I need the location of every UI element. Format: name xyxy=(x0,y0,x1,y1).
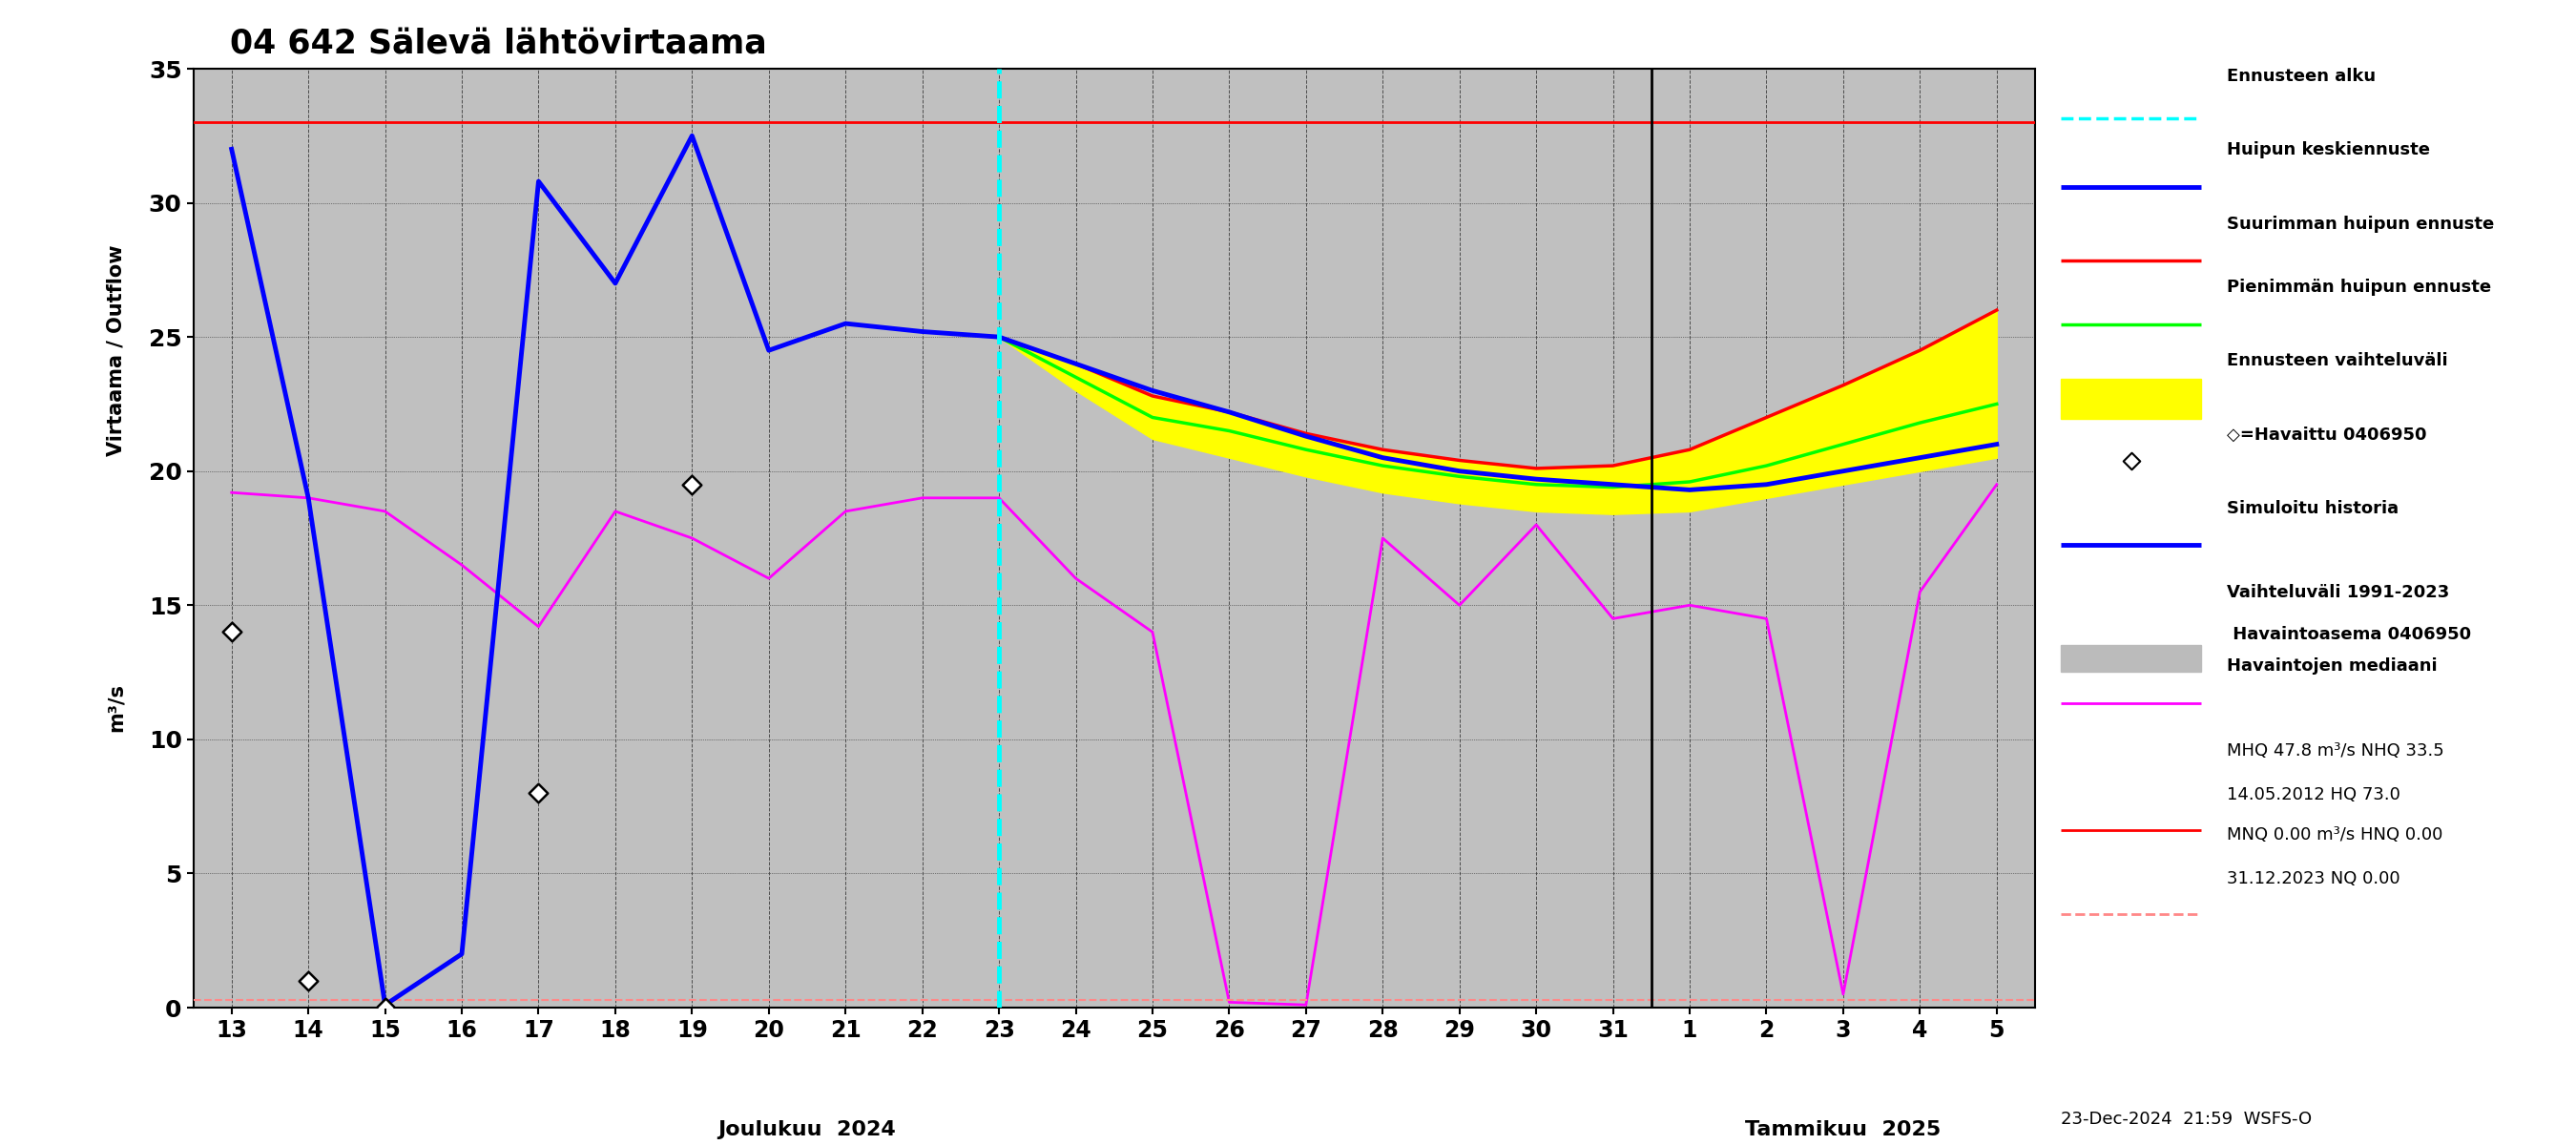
Point xyxy=(363,998,404,1017)
Text: Ennusteen alku: Ennusteen alku xyxy=(2226,68,2375,85)
Text: 14.05.2012 HQ 73.0: 14.05.2012 HQ 73.0 xyxy=(2226,787,2401,804)
Text: 31.12.2023 NQ 0.00: 31.12.2023 NQ 0.00 xyxy=(2226,870,2401,887)
Text: 23-Dec-2024  21:59  WSFS-O: 23-Dec-2024 21:59 WSFS-O xyxy=(2061,1111,2311,1128)
Text: 04 642 Sälevä lähtövirtaama: 04 642 Sälevä lähtövirtaama xyxy=(229,27,768,60)
Text: m³/s: m³/s xyxy=(106,682,126,732)
Text: Havaintojen mediaani: Havaintojen mediaani xyxy=(2226,657,2437,674)
Text: Havaintoasema 0406950: Havaintoasema 0406950 xyxy=(2226,626,2470,643)
Text: Suurimman huipun ennuste: Suurimman huipun ennuste xyxy=(2226,215,2494,232)
Text: Pienimmän huipun ennuste: Pienimmän huipun ennuste xyxy=(2226,278,2491,295)
Point xyxy=(518,784,559,803)
Text: Joulukuu  2024: Joulukuu 2024 xyxy=(719,1120,896,1139)
Text: Ennusteen vaihteluväli: Ennusteen vaihteluväli xyxy=(2226,353,2447,370)
Point xyxy=(289,972,330,990)
Text: Tammikuu  2025: Tammikuu 2025 xyxy=(1747,1120,1942,1139)
Text: Simuloitu historia: Simuloitu historia xyxy=(2226,499,2398,516)
Point xyxy=(211,623,252,641)
Text: ◇=Havaittu 0406950: ◇=Havaittu 0406950 xyxy=(2226,426,2427,443)
FancyBboxPatch shape xyxy=(2061,379,2202,419)
Text: Virtaama / Outflow: Virtaama / Outflow xyxy=(106,245,126,456)
Text: Vaihteluväli 1991-2023: Vaihteluväli 1991-2023 xyxy=(2226,584,2450,601)
FancyBboxPatch shape xyxy=(2061,646,2202,672)
Text: MHQ 47.8 m³/s NHQ 33.5: MHQ 47.8 m³/s NHQ 33.5 xyxy=(2226,742,2445,759)
Point xyxy=(672,475,714,493)
Text: MNQ 0.00 m³/s HNQ 0.00: MNQ 0.00 m³/s HNQ 0.00 xyxy=(2226,827,2442,844)
Text: Huipun keskiennuste: Huipun keskiennuste xyxy=(2226,142,2429,159)
